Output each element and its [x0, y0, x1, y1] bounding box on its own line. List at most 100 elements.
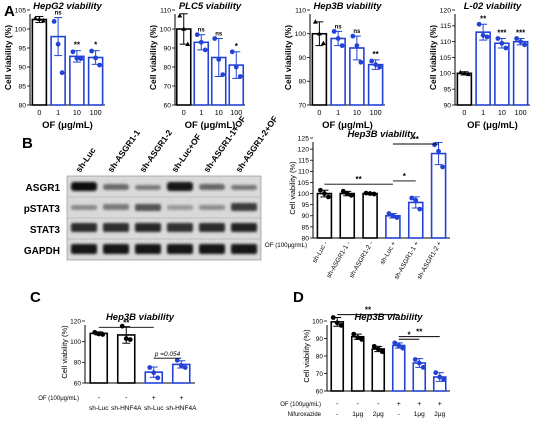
- y-tick-label: 100: [298, 191, 310, 198]
- significance-label: ns: [198, 28, 206, 34]
- data-point: [340, 188, 346, 194]
- significance-label: ns: [215, 32, 223, 38]
- data-point: [97, 62, 103, 68]
- y-tick-label: 90: [316, 336, 324, 343]
- data-point: [440, 164, 445, 170]
- data-point: [96, 331, 102, 337]
- blot-row-label-asgr1: ASGR1: [26, 183, 61, 194]
- data-point: [355, 335, 361, 341]
- bar: [494, 42, 510, 106]
- blot-row-pstat3-bands: [71, 203, 257, 211]
- y-tick-label: 125: [298, 135, 310, 142]
- significance-label: ns: [353, 29, 361, 35]
- data-point: [373, 62, 379, 68]
- data-point: [437, 374, 443, 380]
- bracket-label: **: [416, 328, 423, 337]
- chart-title: Hep3B viability: [313, 1, 382, 12]
- significance-label: **: [373, 50, 380, 59]
- data-point: [514, 36, 520, 41]
- data-point: [344, 191, 350, 196]
- data-point: [178, 363, 184, 368]
- data-point: [334, 320, 340, 326]
- data-point: [518, 39, 524, 45]
- row2-label: Nifuroxazide: [288, 412, 322, 418]
- y-tick-label: 90: [18, 64, 26, 71]
- y-tick-label: 110: [160, 7, 171, 14]
- row2-value: -: [336, 411, 338, 418]
- bracket-label: **: [365, 306, 372, 315]
- data-point: [198, 39, 204, 45]
- x-tick-label: 0: [317, 108, 321, 117]
- data-point: [413, 197, 419, 203]
- y-axis-label: Cell viability (%): [3, 25, 13, 90]
- blot-row-gapdh-bands: [71, 244, 257, 254]
- data-point: [392, 340, 398, 346]
- data-point: [375, 346, 381, 352]
- y-axis-label: Cell viability (%): [288, 161, 297, 215]
- data-point: [216, 57, 222, 62]
- data-point: [409, 195, 415, 201]
- data-point: [194, 32, 200, 38]
- data-point: [89, 48, 95, 54]
- blot-row-label-pstat3: pSTAT3: [24, 204, 61, 215]
- data-point: [202, 47, 208, 53]
- data-point: [416, 360, 422, 366]
- y-axis-label: Cell viability (%): [60, 325, 69, 379]
- y-axis-label: Cell viability (%): [302, 329, 311, 383]
- data-point: [316, 31, 322, 36]
- y-tick-label: 70: [163, 83, 171, 90]
- y-axis-label: Cell viability (%): [428, 25, 438, 90]
- blot-row-asgr1-bands: [71, 182, 257, 191]
- data-point: [92, 329, 98, 335]
- bar: [89, 332, 109, 384]
- western-blot: ASGR1 pSTAT3 STAT3 GAPDH sh-Luc sh-ASGR1…: [24, 114, 280, 261]
- y-tick-label: 80: [298, 79, 306, 86]
- bar: [330, 321, 345, 392]
- y-tick-label: 100: [70, 339, 81, 346]
- y-tick-label: 105: [15, 7, 27, 14]
- y-tick-label: 110: [298, 169, 309, 176]
- data-point: [320, 40, 326, 46]
- row2-value: -: [398, 411, 400, 418]
- y-tick-label: 120: [298, 147, 310, 154]
- data-point: [420, 364, 426, 370]
- data-point: [367, 191, 373, 196]
- data-point: [182, 365, 188, 370]
- data-point: [318, 187, 323, 193]
- x-tick-label: 100: [370, 108, 382, 117]
- x-tick-label: sh-Luc +: [379, 240, 398, 265]
- bracket-label: p =0.054: [154, 351, 181, 358]
- data-point: [147, 365, 153, 370]
- data-point: [338, 322, 344, 328]
- bar: [512, 40, 529, 106]
- row-value: -: [336, 401, 339, 408]
- y-tick-label: 120: [70, 318, 81, 325]
- significance-label: ***: [516, 29, 526, 38]
- y-tick-label: 105: [440, 55, 452, 62]
- y-tick-label: 85: [18, 83, 26, 90]
- y-tick-label: 110: [295, 7, 306, 14]
- y-axis-label: Cell viability (%): [283, 25, 293, 90]
- x-tick-label: sh-Luc -: [311, 241, 329, 265]
- data-point: [363, 190, 369, 196]
- significance-label: *: [94, 41, 98, 50]
- data-point: [322, 191, 327, 196]
- data-point: [151, 370, 157, 376]
- y-tick-label: 120: [440, 7, 452, 14]
- x-tick-label: 1: [199, 108, 203, 117]
- y-tick-label: 100: [160, 26, 172, 33]
- panel-label-c: C: [30, 289, 41, 306]
- data-point: [55, 41, 61, 47]
- x-tick-label: 100: [90, 108, 102, 117]
- data-point: [432, 142, 437, 148]
- x-tick-label: 10: [215, 108, 223, 117]
- data-point: [354, 43, 360, 49]
- data-point: [174, 357, 180, 363]
- x-tick-label: sh-HNF4A: [111, 405, 142, 412]
- data-point: [212, 36, 218, 41]
- y-tick-label: 105: [298, 180, 310, 187]
